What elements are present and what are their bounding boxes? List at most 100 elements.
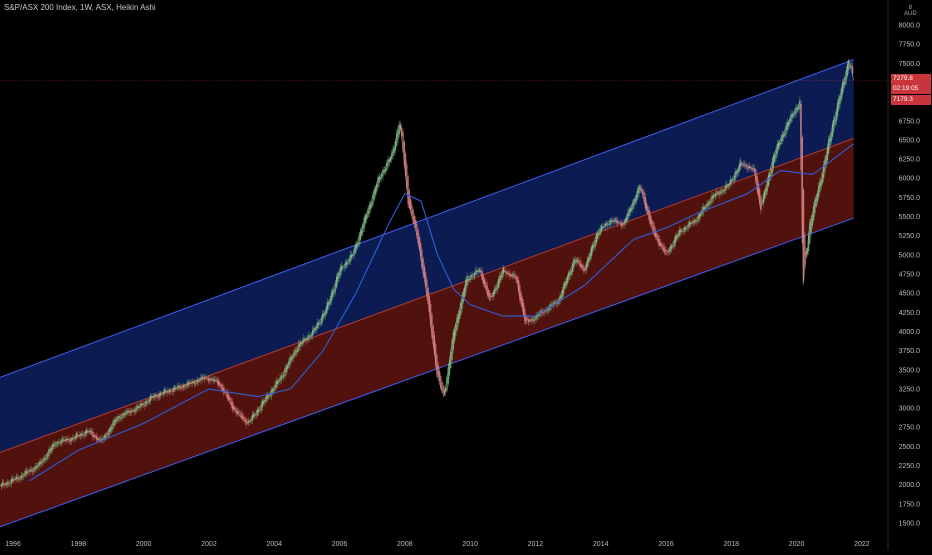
candle-body <box>393 147 395 153</box>
candle-body <box>638 185 640 193</box>
candle-body <box>597 232 599 239</box>
candle-body <box>578 260 580 263</box>
candle-body <box>392 149 394 157</box>
candle-body <box>741 163 743 165</box>
candle-body <box>803 189 805 281</box>
x-tick-label: 1998 <box>71 541 87 548</box>
candle-body <box>288 361 290 368</box>
y-axis: 8000.07750.07500.07250.07000.06750.06500… <box>887 0 921 550</box>
candle-body <box>417 229 419 244</box>
candle-body <box>240 412 242 418</box>
candle-body <box>535 314 537 320</box>
candle-body <box>72 437 74 440</box>
candle-body <box>210 377 212 381</box>
candle-body <box>323 313 325 318</box>
candle-body <box>172 388 174 392</box>
candle-body <box>39 461 41 465</box>
candle-body <box>364 215 366 224</box>
candle-body <box>101 438 103 442</box>
candle-body <box>588 257 590 263</box>
candle-body <box>770 169 772 178</box>
candle-body <box>636 194 638 201</box>
x-tick-label: 2002 <box>201 541 217 548</box>
candle-body <box>452 332 454 351</box>
candle-body <box>209 379 211 381</box>
candle-body <box>471 275 473 278</box>
channel-lower-fill <box>0 138 854 527</box>
candle-body <box>73 438 75 440</box>
candle-body <box>415 220 417 228</box>
candle-body <box>695 221 697 223</box>
candle-body <box>577 259 579 262</box>
x-tick-label: 2012 <box>528 541 544 548</box>
y-tick-label: 3500.0 <box>899 367 921 374</box>
candle-body <box>433 335 436 354</box>
candle-body <box>666 250 668 252</box>
price-line <box>0 59 854 487</box>
candle-body <box>840 88 842 100</box>
candle-body <box>121 416 123 419</box>
candle-body <box>554 301 556 304</box>
candle-body <box>755 169 757 183</box>
candle-body <box>263 400 265 405</box>
candle-body <box>573 259 575 268</box>
candle-body <box>485 282 487 289</box>
candle-body <box>327 301 329 310</box>
candle-body <box>342 267 344 269</box>
candle-body <box>176 388 178 389</box>
x-tick-label: 2008 <box>397 541 413 548</box>
candle-body <box>749 165 751 168</box>
candle-body <box>329 298 331 304</box>
candle-body <box>404 153 407 176</box>
candle-body <box>819 181 821 192</box>
candle-body <box>182 385 184 389</box>
candle-body <box>271 389 274 394</box>
symbol-title[interactable]: S&P/ASX 200 Index, 1W, ASX, Heikin Ashi <box>4 3 156 12</box>
y-tick-label: 2250.0 <box>899 463 921 470</box>
candle-body <box>349 254 351 262</box>
candle-body <box>359 231 361 241</box>
candle-body <box>727 185 729 187</box>
candle-body <box>195 383 197 385</box>
candle-body <box>426 279 428 297</box>
candle-body <box>244 417 246 422</box>
candle-body <box>294 350 296 356</box>
candle-body <box>826 146 829 161</box>
candle-body <box>347 262 349 264</box>
candle-body <box>319 322 321 324</box>
candle-body <box>87 431 89 433</box>
candle-body <box>437 364 439 377</box>
candle-body <box>494 288 496 294</box>
candle-body <box>605 223 608 226</box>
candle-body <box>599 228 601 235</box>
candle-body <box>710 201 712 204</box>
candle-body <box>718 192 721 195</box>
candle-body <box>204 377 206 380</box>
candle-body <box>845 70 847 82</box>
candle-body <box>723 189 726 192</box>
candle-body <box>305 339 307 341</box>
candle-body <box>804 235 806 267</box>
candle-body <box>335 276 338 288</box>
candle-body <box>281 376 284 378</box>
candle-body <box>44 457 46 460</box>
candle-body <box>796 107 798 111</box>
candle-body <box>254 415 256 417</box>
y-tick-label: 3250.0 <box>899 386 921 393</box>
candle-body <box>325 306 328 314</box>
candle-body <box>170 390 172 392</box>
candle-body <box>168 389 171 392</box>
candle-body <box>330 293 333 302</box>
candle-body <box>672 245 674 248</box>
candle-body <box>104 435 107 438</box>
candle-body <box>312 330 314 336</box>
candle-body <box>848 61 850 71</box>
candle-body <box>166 390 168 394</box>
candle-body <box>371 201 373 207</box>
candle-body <box>109 428 112 432</box>
y-tick-label: 6250.0 <box>899 157 921 164</box>
candle-body <box>722 190 724 192</box>
candle-body <box>265 396 267 402</box>
